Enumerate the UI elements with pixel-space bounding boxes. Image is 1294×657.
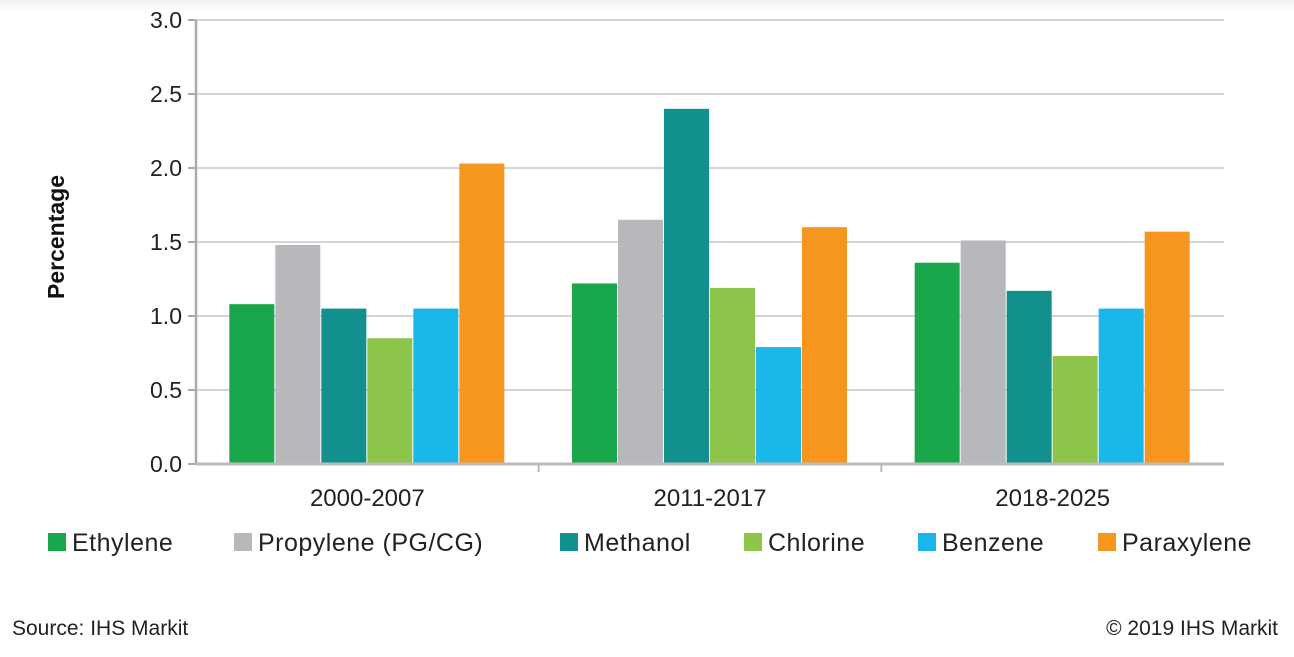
y-axis-title: Percentage: [43, 175, 69, 299]
y-tick-label: 0.0: [150, 451, 182, 477]
bar-benzene: [413, 308, 459, 464]
y-tick-label: 3.0: [150, 7, 182, 33]
bar-ethylene: [572, 283, 617, 464]
legend-label: Benzene: [942, 529, 1044, 557]
legend-label: Chlorine: [768, 529, 865, 557]
bar-methanol: [1006, 290, 1052, 464]
axes: 0.0 0.5 1.0 1.5 2.0 2.5 3.0 Percentage 2000-2007…: [43, 7, 1224, 512]
bar-benzene: [756, 347, 801, 464]
legend: Ethylene Propylene (PG/CG) Methanol Chlorin…: [48, 529, 1252, 557]
y-tick-label: 2.5: [150, 81, 182, 107]
bar-chlorine: [1052, 355, 1098, 464]
bar-propylene-pg-cg: [275, 244, 321, 464]
legend-swatch: [918, 533, 936, 551]
legend-label: Methanol: [584, 529, 691, 557]
bar-paraxylene: [1144, 231, 1190, 464]
bar-methanol: [664, 108, 709, 465]
legend-label: Ethylene: [72, 529, 173, 557]
x-category-label: 2000-2007: [310, 485, 425, 512]
legend-swatch: [234, 533, 252, 551]
bar-paraxylene: [802, 227, 847, 464]
copyright-note: © 2019 IHS Markit: [1106, 617, 1278, 640]
bar-paraxylene: [459, 163, 505, 464]
legend-swatch: [1098, 533, 1116, 551]
bar-propylene-pg-cg: [618, 219, 663, 464]
bars: [229, 108, 1190, 465]
bar-chlorine: [710, 287, 755, 464]
bar-ethylene: [914, 262, 960, 464]
bar-methanol: [321, 308, 367, 464]
bar-propylene-pg-cg: [960, 240, 1006, 464]
bar-ethylene: [229, 304, 275, 464]
source-note: Source: IHS Markit: [12, 617, 189, 640]
y-tick-label: 2.0: [150, 155, 182, 181]
x-category-label: 2011-2017: [654, 485, 767, 512]
legend-swatch: [48, 533, 66, 551]
y-tick-label: 0.5: [150, 377, 182, 403]
x-category-label: 2018-2025: [995, 485, 1110, 512]
legend-label: Paraxylene: [1122, 529, 1252, 557]
legend-label: Propylene (PG/CG): [258, 529, 483, 557]
legend-swatch: [560, 533, 578, 551]
bar-benzene: [1098, 308, 1144, 464]
y-tick-label: 1.0: [150, 303, 182, 329]
y-tick-label: 1.5: [150, 229, 182, 255]
legend-swatch: [744, 533, 762, 551]
bar-chlorine: [367, 338, 413, 464]
